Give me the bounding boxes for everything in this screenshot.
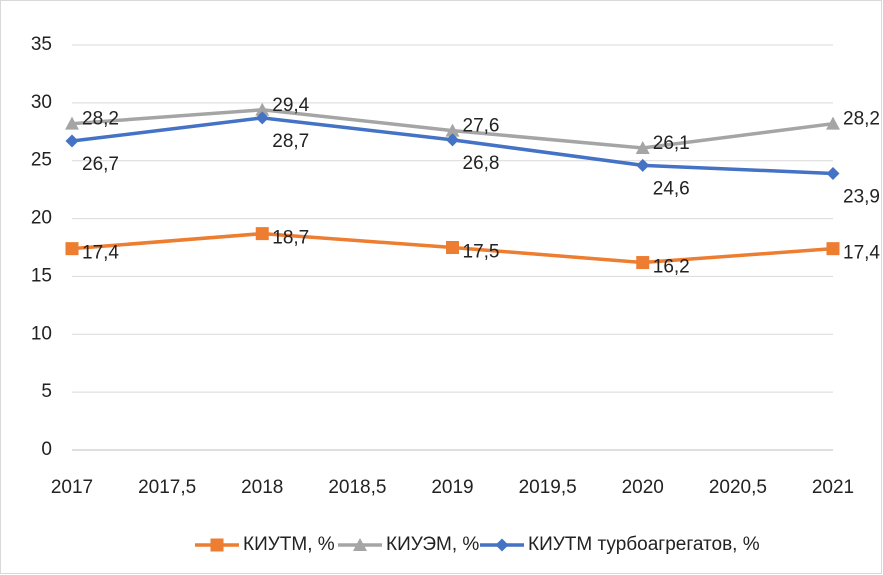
legend-label: КИУТМ, % xyxy=(243,534,335,555)
point-marker xyxy=(635,140,650,154)
y-tick-label: 35 xyxy=(31,34,52,55)
y-tick-label: 25 xyxy=(31,150,52,171)
data-label: 23,9 xyxy=(843,186,880,207)
point-marker xyxy=(636,158,650,172)
point-marker xyxy=(255,102,270,116)
legend-marker xyxy=(210,538,224,552)
data-label: 24,6 xyxy=(653,178,690,199)
point-marker xyxy=(826,116,840,130)
y-tick-label: 20 xyxy=(31,208,52,229)
x-tick-label: 2020,5 xyxy=(709,477,767,498)
data-label: 28,2 xyxy=(843,109,880,130)
x-tick-label: 2019,5 xyxy=(519,477,577,498)
data-label: 26,1 xyxy=(653,133,690,154)
legend-label: КИУЭМ, % xyxy=(386,534,479,555)
x-tick-label: 2019 xyxy=(431,477,473,498)
y-tick-label: 30 xyxy=(31,92,52,113)
point-marker xyxy=(445,123,460,137)
point-marker xyxy=(636,256,650,270)
legend-marker xyxy=(495,538,509,552)
y-tick-label: 15 xyxy=(31,265,52,286)
point-marker xyxy=(446,133,459,147)
legend-marker xyxy=(353,538,367,551)
data-label: 17,4 xyxy=(82,243,119,264)
data-label: 26,7 xyxy=(82,154,119,175)
x-tick-label: 2020 xyxy=(622,477,664,498)
x-tick-label: 2021 xyxy=(812,477,854,498)
point-marker xyxy=(255,227,269,241)
data-label: 29,4 xyxy=(272,95,309,116)
point-marker xyxy=(65,134,79,148)
point-marker xyxy=(826,242,840,256)
point-marker xyxy=(65,242,79,256)
x-tick-label: 2017,5 xyxy=(138,477,196,498)
data-label: 16,2 xyxy=(653,257,690,278)
point-marker xyxy=(826,166,840,180)
data-label: 18,7 xyxy=(272,228,309,249)
x-tick-label: 2018,5 xyxy=(328,477,386,498)
point-marker xyxy=(255,111,269,125)
data-label: 28,7 xyxy=(272,131,309,152)
x-tick-label: 2018 xyxy=(241,477,283,498)
legend-label: КИУТМ турбоагрегатов, % xyxy=(528,534,760,555)
data-label: 27,6 xyxy=(463,116,500,137)
y-tick-label: 0 xyxy=(41,439,52,460)
data-label: 28,2 xyxy=(82,109,119,130)
point-marker xyxy=(446,241,459,254)
data-label: 17,4 xyxy=(843,243,880,264)
data-label: 17,5 xyxy=(463,242,500,263)
data-label: 26,8 xyxy=(463,153,500,174)
point-marker xyxy=(65,116,79,130)
y-tick-label: 10 xyxy=(31,323,52,344)
y-tick-label: 5 xyxy=(41,381,52,402)
x-tick-label: 2017 xyxy=(51,477,93,498)
